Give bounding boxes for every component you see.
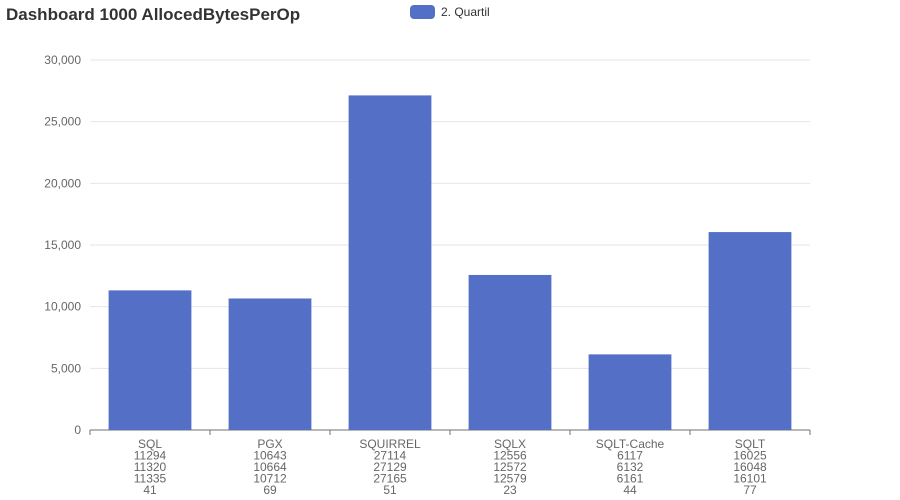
bar[interactable] [708, 232, 792, 430]
legend-label: 2. Quartil [441, 5, 490, 19]
y-tick-label: 25,000 [44, 115, 81, 129]
x-category-detail: 27165 [373, 472, 407, 486]
x-category-detail: 16101 [733, 472, 767, 486]
bar[interactable] [108, 290, 192, 430]
x-category-detail: 12556 [493, 449, 527, 463]
x-category-detail: 11294 [134, 449, 167, 463]
x-category-detail: 16048 [733, 460, 767, 474]
bar[interactable] [588, 354, 672, 430]
y-tick-label: 5,000 [51, 361, 81, 375]
y-tick-label: 15,000 [44, 238, 81, 252]
legend-swatch [410, 5, 435, 19]
x-category-detail: 11335 [134, 472, 167, 486]
x-category-detail: 16025 [733, 449, 767, 463]
y-tick-label: 10,000 [44, 300, 81, 314]
x-category-detail: 27129 [373, 460, 407, 474]
x-category-label: SQLT [735, 437, 766, 451]
x-category-detail: 69 [263, 483, 277, 497]
x-category-detail: 6117 [617, 449, 643, 463]
x-category-detail: 12579 [493, 472, 527, 486]
chart-title: Dashboard 1000 AllocedBytesPerOp [6, 5, 301, 24]
x-category-detail: 77 [743, 483, 757, 497]
x-category-detail: 12572 [493, 460, 527, 474]
x-category-detail: 6161 [617, 472, 644, 486]
bar[interactable] [228, 298, 312, 430]
x-category-detail: 23 [503, 483, 517, 497]
x-category-label: PGX [257, 437, 282, 451]
x-category-detail: 11320 [134, 460, 167, 474]
y-tick-label: 0 [74, 423, 81, 437]
y-tick-label: 30,000 [44, 53, 81, 67]
x-category-label: SQL [138, 437, 162, 451]
x-category-label: SQUIRREL [359, 437, 421, 451]
y-tick-label: 20,000 [44, 176, 81, 190]
x-category-detail: 10712 [253, 472, 287, 486]
x-category-detail: 51 [383, 483, 397, 497]
x-category-detail: 27114 [374, 449, 407, 463]
x-category-detail: 10643 [253, 449, 287, 463]
x-category-detail: 44 [623, 483, 637, 497]
bar[interactable] [348, 95, 432, 430]
x-category-label: SQLX [494, 437, 526, 451]
legend[interactable]: 2. Quartil [410, 4, 490, 20]
x-category-label: SQLT-Cache [596, 437, 665, 451]
x-category-detail: 6132 [617, 460, 644, 474]
bar[interactable] [468, 274, 552, 430]
x-category-detail: 10664 [253, 460, 287, 474]
x-category-detail: 41 [143, 483, 157, 497]
